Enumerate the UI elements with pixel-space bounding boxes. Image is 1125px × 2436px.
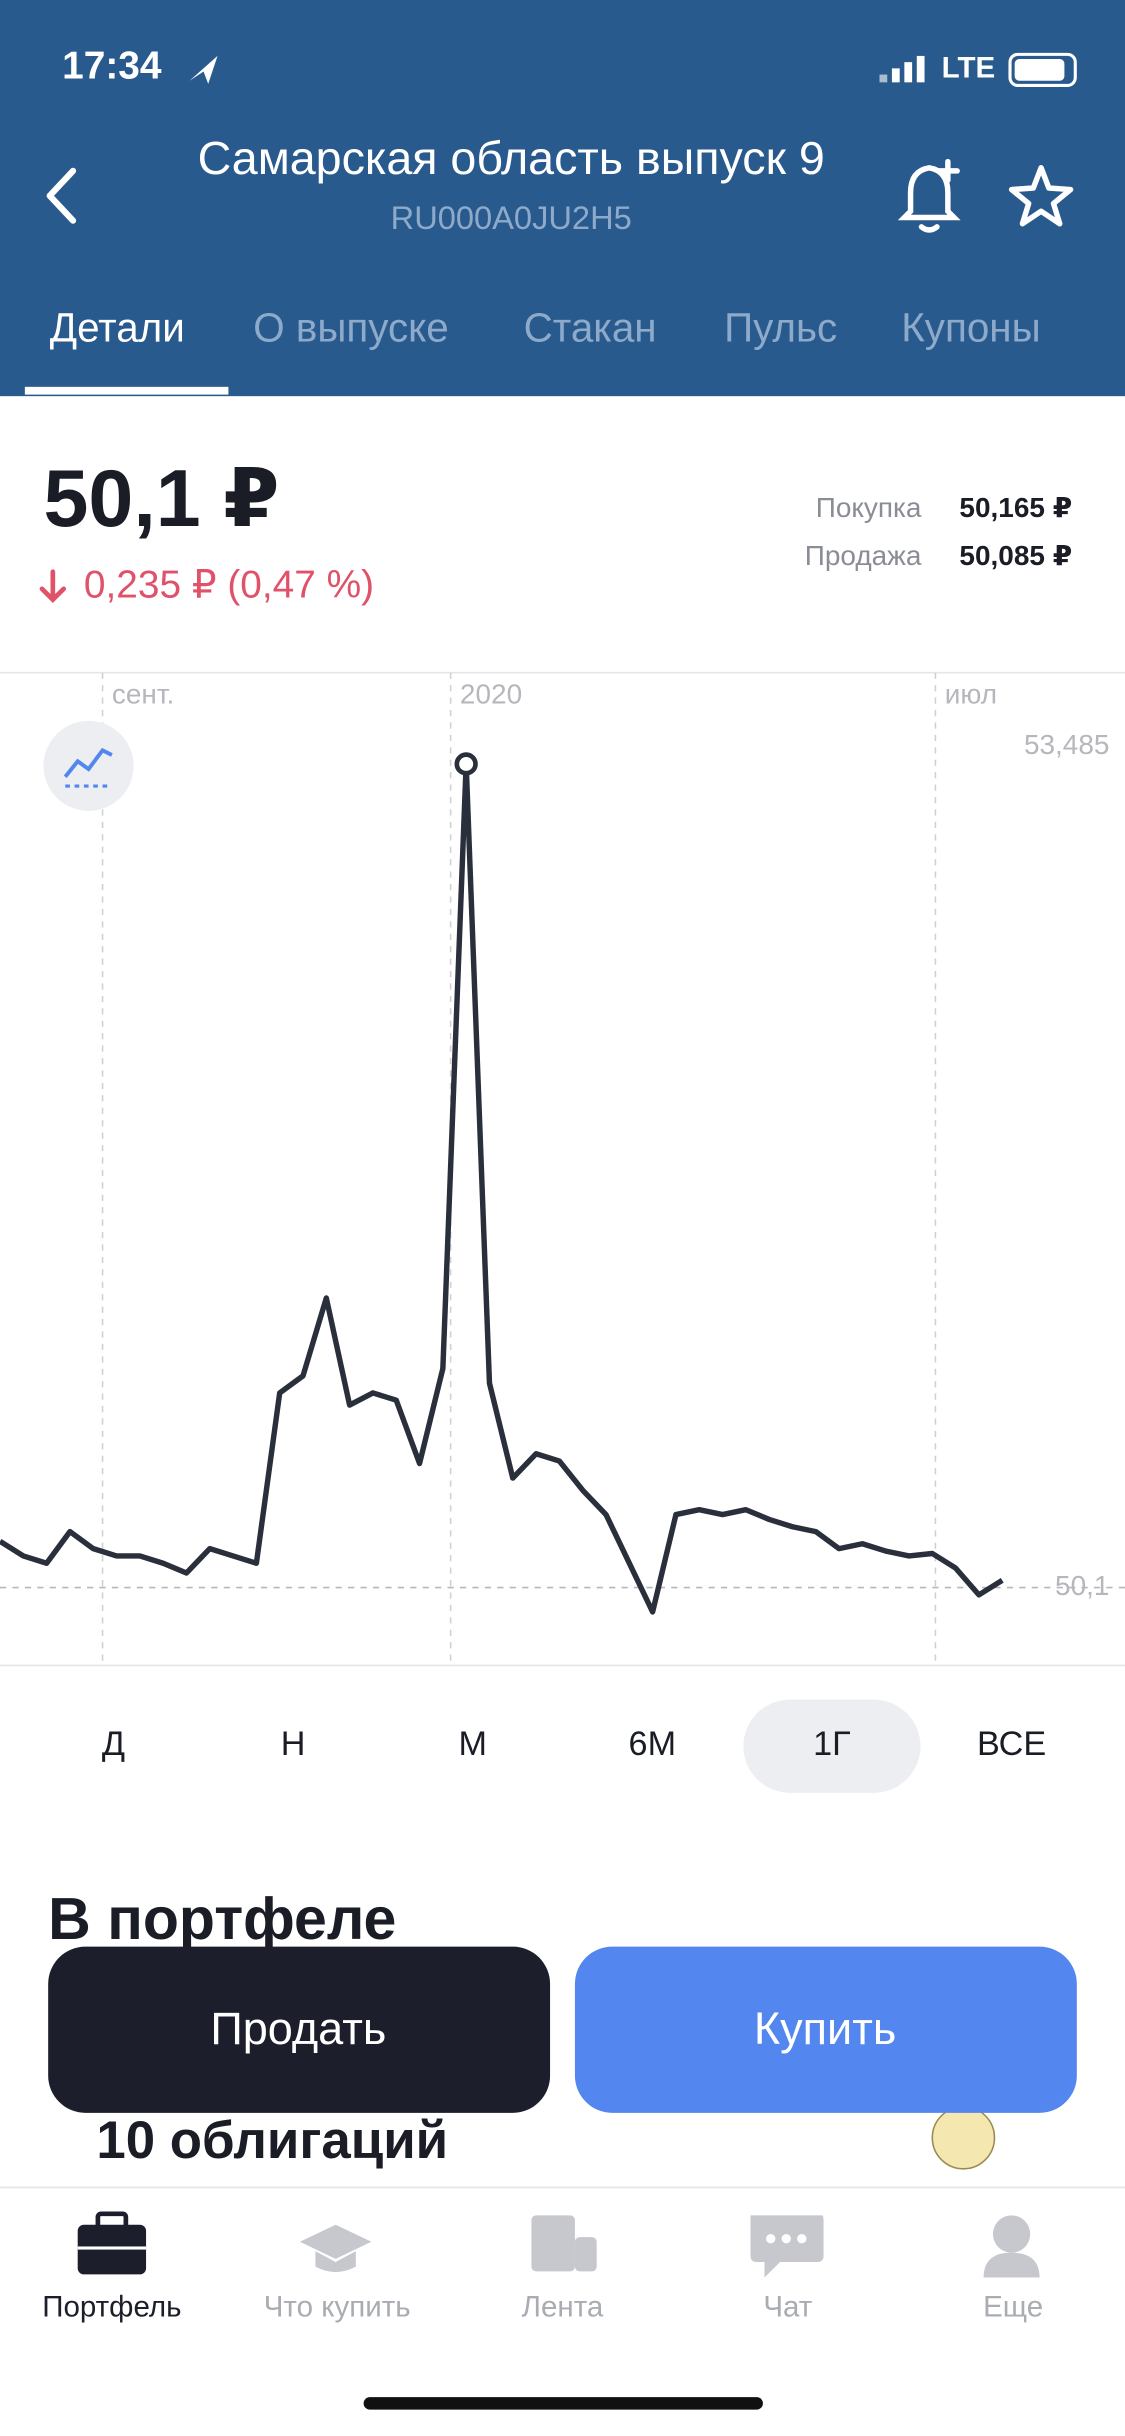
portfolio-title: В портфеле — [48, 1886, 396, 1952]
nav-label[interactable]: Чат — [763, 2290, 812, 2323]
buy-label: Купить — [754, 2003, 896, 2054]
quote-label: Продажа — [805, 540, 922, 571]
tab[interactable]: Стакан — [524, 305, 657, 351]
alert-button[interactable] — [897, 158, 961, 233]
issuer-logo — [931, 2105, 996, 2170]
period[interactable]: Н — [281, 1725, 306, 1763]
max-point — [454, 752, 478, 776]
period[interactable]: Д — [102, 1725, 125, 1763]
location-icon — [189, 55, 218, 84]
down-arrow — [39, 569, 67, 603]
nav-icon — [299, 2215, 1040, 2278]
tab[interactable]: Купоны — [901, 305, 1040, 351]
period-selected — [743, 1699, 921, 1793]
home-indicator — [363, 2397, 763, 2410]
indicators-icon — [63, 747, 113, 778]
nav-label[interactable]: Еще — [983, 2290, 1043, 2323]
tab[interactable]: Детали — [50, 305, 185, 351]
tab[interactable]: О выпуске — [253, 305, 448, 351]
battery-level — [1014, 59, 1065, 81]
nav-icon — [77, 2211, 147, 2275]
period[interactable]: 6М — [629, 1725, 676, 1763]
period[interactable]: 1Г — [813, 1725, 851, 1763]
x-label: сент. — [112, 678, 174, 709]
x-label: 2020 — [460, 678, 522, 709]
title: Самарская область выпуск 9 — [198, 132, 825, 184]
quote-value: 50,085 ₽ — [959, 540, 1072, 571]
y-tick-label: 53,485 — [1024, 729, 1110, 760]
buy-button[interactable] — [574, 1946, 1077, 2113]
sell-label: Продать — [210, 2003, 386, 2054]
price-change: 0,235 ₽ (0,47 %) — [84, 564, 374, 607]
back-button[interactable] — [46, 167, 77, 224]
tab[interactable]: Пульс — [724, 305, 837, 351]
price: 50,1 ₽ — [44, 454, 280, 544]
x-grid — [101, 672, 937, 1666]
price-line-series — [0, 761, 1004, 1615]
signal-icon — [879, 55, 925, 83]
sell-button[interactable] — [48, 1946, 551, 2113]
subtitle: RU000A0JU2H5 — [391, 199, 632, 236]
quote-label: Покупка — [816, 492, 922, 523]
tab-underline — [24, 386, 229, 395]
nav-label[interactable]: Портфель — [42, 2290, 181, 2323]
favorite-button[interactable] — [1008, 165, 1074, 227]
nav-label[interactable]: Лента — [522, 2290, 604, 2323]
nav-label[interactable]: Что купить — [264, 2290, 411, 2323]
status-time: 17:34 — [62, 45, 162, 88]
quote-value: 50,165 ₽ — [959, 492, 1072, 523]
battery — [1008, 52, 1077, 87]
x-label: июл — [945, 678, 997, 709]
network: LTE — [942, 52, 996, 85]
y-tick-label: 50,1 — [1055, 1570, 1109, 1601]
period[interactable]: ВСЕ — [977, 1725, 1046, 1763]
header-bg — [0, 0, 1125, 397]
portfolio-count: 10 облигаций — [96, 2111, 448, 2170]
period[interactable]: М — [458, 1725, 486, 1763]
